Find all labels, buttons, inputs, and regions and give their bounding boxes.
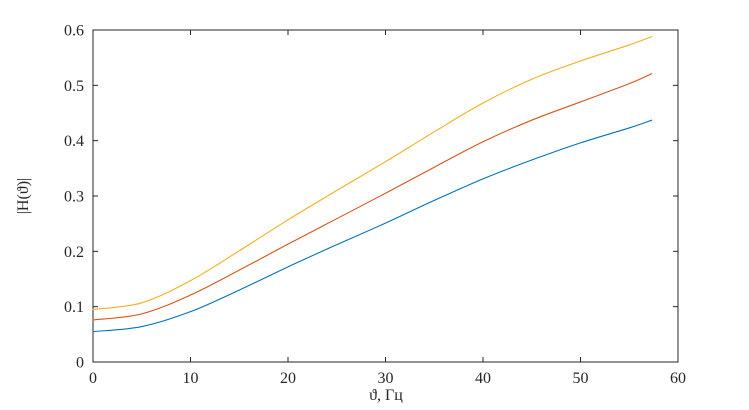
x-tick-label: 20 <box>280 370 296 387</box>
y-tick-label: 0 <box>76 355 84 372</box>
plot-box <box>92 29 679 363</box>
curve-1-blue <box>92 119 653 333</box>
x-tick-label: 60 <box>670 370 686 387</box>
x-tick-label: 40 <box>475 370 491 387</box>
y-tick-label: 0.2 <box>64 244 84 261</box>
curve-3-yellow <box>92 36 653 310</box>
x-tick-label: 50 <box>573 370 589 387</box>
y-tick-label: 0.1 <box>64 299 84 316</box>
x-tick-label: 0 <box>89 370 97 387</box>
y-axis-label: |H(ϑ)| <box>15 177 32 215</box>
y-tick-label: 0.3 <box>64 189 84 206</box>
y-tick-label: 0.4 <box>64 133 84 150</box>
curve-2-orange <box>92 73 653 321</box>
y-tick-label: 0.5 <box>64 78 84 95</box>
y-tick-label: 0.6 <box>64 23 84 40</box>
x-tick-label: 10 <box>183 370 199 387</box>
x-axis-label: ϑ, Гц <box>369 387 403 404</box>
x-tick-label: 30 <box>378 370 394 387</box>
